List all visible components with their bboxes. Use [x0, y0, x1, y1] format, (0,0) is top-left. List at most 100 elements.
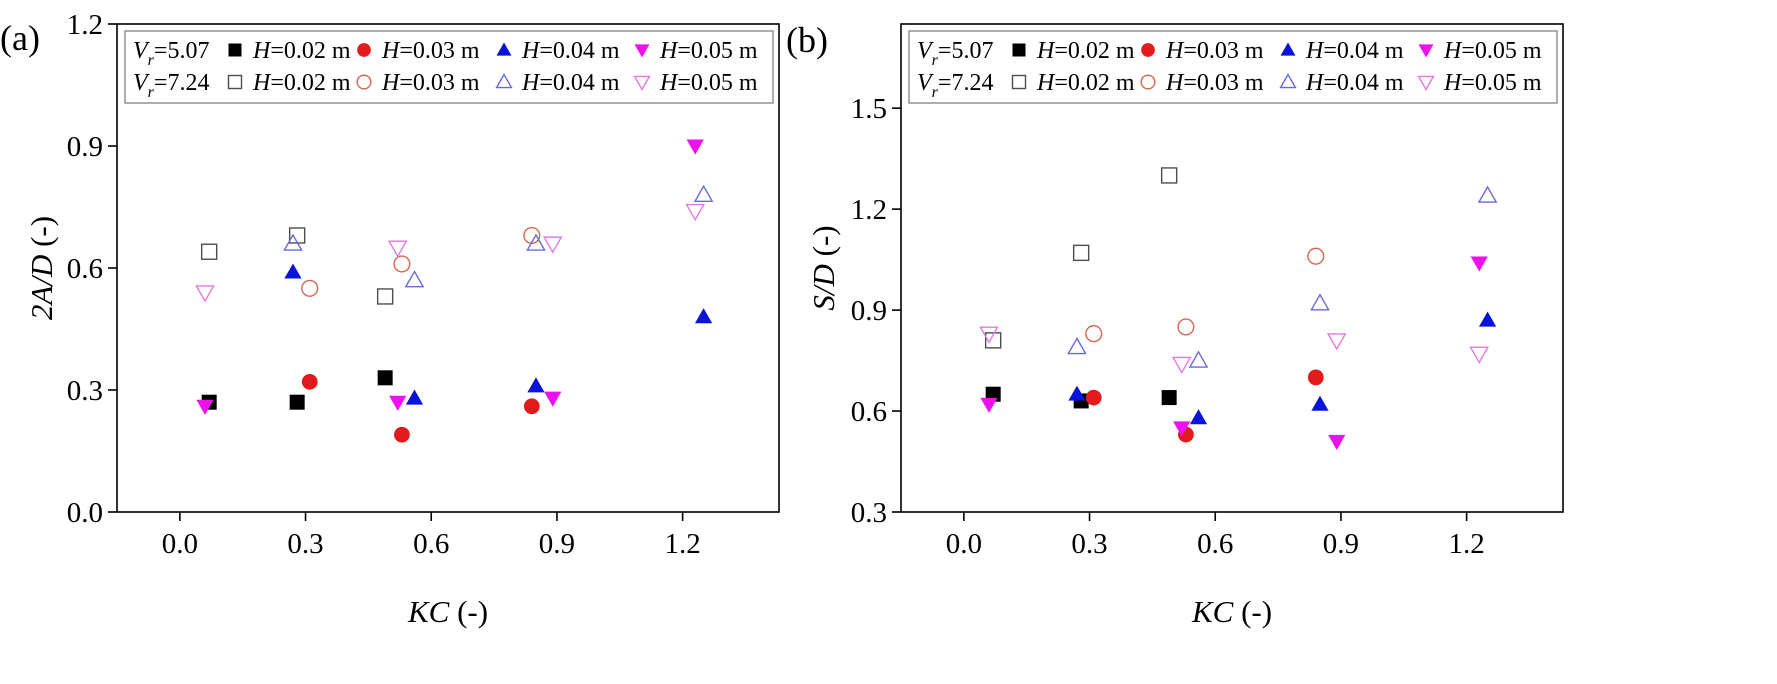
x-tick-label: 1.2: [665, 528, 701, 560]
legend-h-symbol: H: [381, 70, 401, 96]
data-point: [1085, 389, 1102, 406]
legend-h-value: =0.03 m: [1183, 38, 1264, 64]
legend-h-symbol: H: [1036, 38, 1056, 64]
series-vr7-circle: [301, 226, 541, 297]
data-point: [377, 370, 393, 386]
data-point: [542, 236, 563, 254]
legend-h-symbol: H: [1165, 70, 1185, 96]
x-tick-label: 0.0: [162, 528, 198, 560]
legend-vr-subscript: r: [148, 52, 155, 69]
legend-h-value: =0.03 m: [399, 38, 480, 64]
series-vr5-triangle-down: [980, 256, 1488, 450]
data-point: [1067, 337, 1087, 355]
data-point: [1072, 244, 1090, 262]
data-point: [1310, 293, 1330, 311]
legend-marker: [228, 43, 242, 57]
y-tick-label: 0.3: [67, 375, 103, 407]
data-point: [1085, 325, 1103, 343]
legend-h-value: =0.04 m: [1323, 38, 1404, 64]
data-point: [284, 263, 302, 279]
data-point: [1188, 350, 1209, 368]
legend-vr-label: Vr=7.24: [917, 70, 993, 101]
x-axis-title-b-main: KC: [1191, 594, 1234, 629]
series-vr5-triangle-up: [1068, 311, 1497, 425]
x-tick-label: 0.9: [1323, 528, 1359, 560]
legend-marker: [356, 74, 372, 90]
legend-h-symbol: H: [659, 38, 679, 64]
legend-marker: [1141, 43, 1155, 57]
legend-marker: [495, 73, 513, 89]
data-point: [405, 389, 424, 405]
data-point: [685, 203, 706, 222]
legend-marker: [357, 43, 371, 57]
legend-b: Vr=5.07 H=0.02 m H=0.03 m H=0.04 m H=0.05 mV…: [908, 30, 1558, 104]
legend-h-value: =0.05 m: [1461, 70, 1542, 96]
panel-label-b: (b): [786, 20, 828, 60]
y-tick-label: 0.0: [67, 497, 103, 529]
panel-label-a: (a): [0, 18, 40, 58]
legend-vr-symbol: V: [917, 38, 934, 64]
panel-a: (a) 0.0 0.3 0.6 0.9 1.2 0.0 0.3 0.6 0.9 1.2 2A/D …: [0, 9, 780, 629]
series-vr5-triangle-up: [284, 263, 713, 405]
y-tick-label: 0.6: [67, 253, 103, 285]
legend-a: Vr=5.07 H=0.02 m H=0.03 m H=0.04 m H=0.05 mV…: [124, 30, 774, 104]
y-axis-title-a-unit: (-): [24, 216, 59, 255]
legend-frame-b: [908, 30, 1558, 104]
legend-h-symbol: H: [1165, 38, 1185, 64]
data-point: [694, 308, 713, 324]
legend-marker: [1279, 73, 1297, 89]
x-tick-label: 0.3: [1071, 528, 1107, 560]
legend-h-symbol: H: [1443, 70, 1463, 96]
legend-marker: [633, 75, 651, 91]
data-point: [979, 326, 999, 344]
data-point: [1469, 346, 1490, 364]
x-axis-title-b-unit: (-): [1233, 594, 1272, 629]
legend-h-value: =0.02 m: [270, 38, 351, 64]
legend-marker: [227, 74, 243, 90]
legend-entry-label: H=0.05 m: [1443, 70, 1542, 96]
legend-h-value: =0.04 m: [1323, 70, 1404, 96]
legend-h-value: =0.05 m: [677, 38, 758, 64]
data-point: [693, 184, 714, 202]
x-tick-label: 0.6: [1197, 528, 1233, 560]
series-vr5-square: [201, 370, 393, 410]
legend-marker: [1011, 74, 1027, 90]
legend-vr-symbol: V: [133, 70, 150, 96]
data-point: [1470, 256, 1488, 272]
legend-vr-value: =7.24: [938, 70, 994, 96]
series-vr7-circle: [1085, 247, 1325, 343]
legend-h-symbol: H: [521, 38, 541, 64]
legend-entry-label: H=0.03 m: [1165, 70, 1264, 96]
legend-vr-subscript: r: [932, 52, 939, 69]
legend-vr-value: =5.07: [154, 38, 210, 64]
data-point: [1161, 390, 1177, 406]
series-vr5-circle: [301, 373, 540, 443]
series-vr7-triangle-down: [195, 203, 706, 303]
data-marks-b: [979, 167, 1498, 450]
legend-entry-label: H=0.02 m: [1036, 38, 1135, 64]
legend-entry-label: H=0.05 m: [1443, 38, 1542, 64]
data-point: [394, 426, 410, 443]
legend-entry-label: H=0.03 m: [381, 70, 480, 96]
data-point: [1171, 356, 1192, 374]
data-point: [1160, 167, 1178, 184]
legend-h-symbol: H: [521, 70, 541, 96]
y-tick-label: 0.3: [851, 497, 887, 529]
data-point: [1173, 421, 1191, 437]
legend-h-value: =0.04 m: [539, 70, 620, 96]
data-point: [1307, 247, 1325, 265]
data-point: [984, 332, 1002, 349]
legend-h-symbol: H: [381, 38, 401, 64]
series-vr7-square: [984, 167, 1178, 349]
plot-frame-b: [900, 23, 1564, 513]
legend-marker: [1417, 75, 1435, 91]
legend-h-value: =0.03 m: [1183, 70, 1264, 96]
legend-h-value: =0.02 m: [1054, 38, 1135, 64]
legend-vr-symbol: V: [917, 70, 934, 96]
legend-entry-label: H=0.04 m: [521, 70, 620, 96]
data-point: [523, 398, 540, 415]
data-point: [387, 240, 408, 258]
data-point: [686, 139, 704, 155]
data-point: [196, 399, 214, 415]
legend-marker: [1418, 44, 1434, 58]
